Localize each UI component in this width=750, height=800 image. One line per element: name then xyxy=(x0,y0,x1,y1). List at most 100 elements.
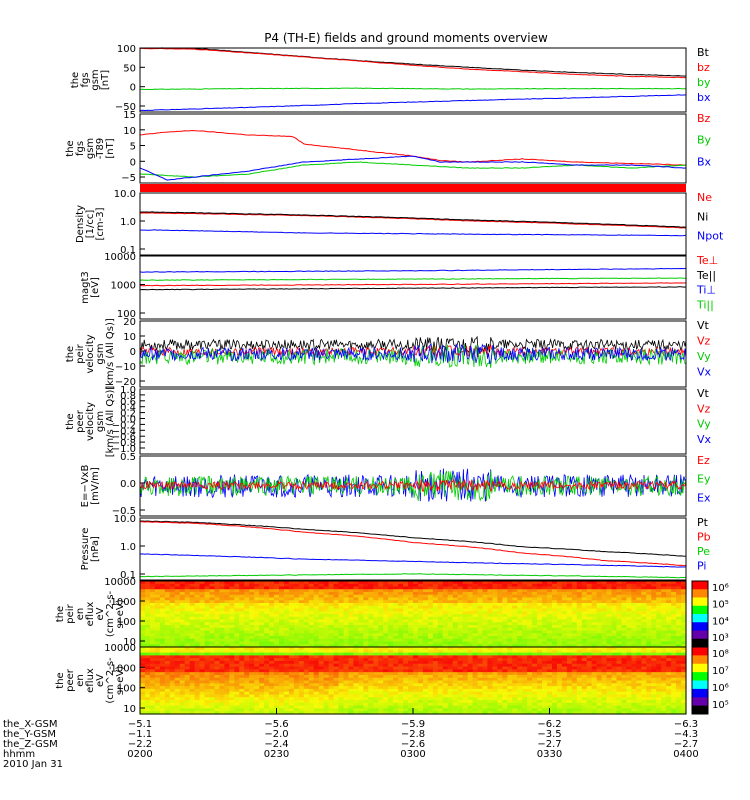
heatmap-cell xyxy=(417,600,424,604)
heatmap-cell xyxy=(492,600,498,604)
heatmap-cell xyxy=(611,608,618,612)
heatmap-cell xyxy=(507,630,513,634)
heatmap-cell xyxy=(551,627,558,632)
heatmap-cell xyxy=(249,630,255,634)
heatmap-cell xyxy=(348,594,355,599)
heatmap-cell xyxy=(274,672,280,676)
heatmap-cell xyxy=(169,614,176,618)
heatmap-cell xyxy=(179,708,186,712)
heatmap-cell xyxy=(209,583,216,588)
heatmap-cell xyxy=(204,683,211,687)
heatmap-cell xyxy=(343,622,350,626)
heatmap-cell xyxy=(413,611,419,615)
heatmap-cell xyxy=(239,633,245,637)
heatmap-cell xyxy=(274,686,280,690)
heatmap-cell xyxy=(666,581,672,585)
heatmap-cell xyxy=(413,700,419,704)
heatmap-cell xyxy=(393,597,399,601)
heatmap-cell xyxy=(353,608,359,612)
heatmap-cell xyxy=(452,649,459,654)
heatmap-cell xyxy=(269,686,275,690)
heatmap-cell xyxy=(517,686,523,690)
heatmap-cell xyxy=(204,674,211,679)
heatmap-cell xyxy=(676,583,682,588)
heatmap-cell xyxy=(621,603,628,607)
heatmap-cell xyxy=(656,589,662,593)
heatmap-cell xyxy=(467,636,474,640)
heatmap-cell xyxy=(358,638,364,643)
heatmap-cell xyxy=(487,619,494,623)
heatmap-cell xyxy=(487,600,494,604)
heatmap-cell xyxy=(214,594,221,599)
heatmap-cell xyxy=(472,600,479,604)
heatmap-cell xyxy=(224,694,230,698)
heatmap-cell xyxy=(174,649,181,654)
heatmap-cell xyxy=(164,674,171,679)
heatmap-cell xyxy=(571,581,578,585)
heatmap-cell xyxy=(576,677,583,682)
heatmap-cell xyxy=(547,691,553,696)
heatmap-cell xyxy=(214,608,221,612)
heatmap-cell xyxy=(422,586,429,590)
heatmap-cell xyxy=(194,622,201,626)
heatmap-cell xyxy=(487,686,494,690)
heatmap-cell xyxy=(408,583,414,588)
heatmap-cell xyxy=(537,594,543,599)
heatmap-cell xyxy=(214,644,221,648)
heatmap-cell xyxy=(442,597,449,601)
heatmap-cell xyxy=(363,616,369,621)
series-line-Ti|| xyxy=(139,277,687,281)
heatmap-cell xyxy=(403,644,409,648)
heatmap-cell xyxy=(393,644,399,648)
heatmap-cell xyxy=(596,614,603,618)
heatmap-cell xyxy=(522,644,528,648)
heatmap-cell xyxy=(239,652,245,656)
heatmap-cell xyxy=(358,705,364,710)
heatmap-cell xyxy=(482,641,489,645)
heatmap-cell xyxy=(551,691,558,696)
heatmap-cell xyxy=(492,589,498,593)
heatmap-cell xyxy=(596,583,603,588)
heatmap-cell xyxy=(264,672,270,676)
heatmap-cell xyxy=(214,700,221,704)
heatmap-cell xyxy=(432,663,439,668)
heatmap-cell xyxy=(318,649,325,654)
heatmap-cell xyxy=(413,608,419,612)
heatmap-cell xyxy=(477,627,484,632)
heatmap-cell xyxy=(383,711,389,715)
heatmap-cell xyxy=(636,608,642,612)
heatmap-cell xyxy=(164,619,171,623)
heatmap-cell xyxy=(259,611,265,615)
heatmap-cell xyxy=(328,649,335,654)
heatmap-cell xyxy=(278,586,285,590)
heatmap-cell xyxy=(229,697,235,701)
heatmap-cell xyxy=(154,616,161,621)
heatmap-cell xyxy=(333,616,340,621)
heatmap-cell xyxy=(283,700,290,704)
heatmap-cell xyxy=(229,655,235,659)
heatmap-cell xyxy=(527,636,533,640)
heatmap-cell xyxy=(368,694,374,698)
heatmap-cell xyxy=(140,614,146,618)
heatmap-cell xyxy=(502,594,508,599)
heatmap-cell xyxy=(497,677,503,682)
heatmap-cell xyxy=(383,700,389,704)
heatmap-cell xyxy=(353,622,359,626)
heatmap-cell xyxy=(164,702,171,707)
heatmap-cell xyxy=(278,597,285,601)
heatmap-cell xyxy=(636,644,642,648)
heatmap-cell xyxy=(492,708,498,712)
heatmap-cell xyxy=(512,647,518,651)
heatmap-cell xyxy=(393,691,399,696)
heatmap-cell xyxy=(283,619,290,623)
heatmap-cell xyxy=(378,700,384,704)
heatmap-cell xyxy=(502,589,508,593)
heatmap-cell xyxy=(586,583,593,588)
heatmap-cell xyxy=(542,711,548,715)
heatmap-cell xyxy=(556,649,563,654)
heatmap-cell xyxy=(179,594,186,599)
heatmap-cell xyxy=(427,652,434,656)
heatmap-cell xyxy=(328,647,335,651)
heatmap-cell xyxy=(512,708,518,712)
